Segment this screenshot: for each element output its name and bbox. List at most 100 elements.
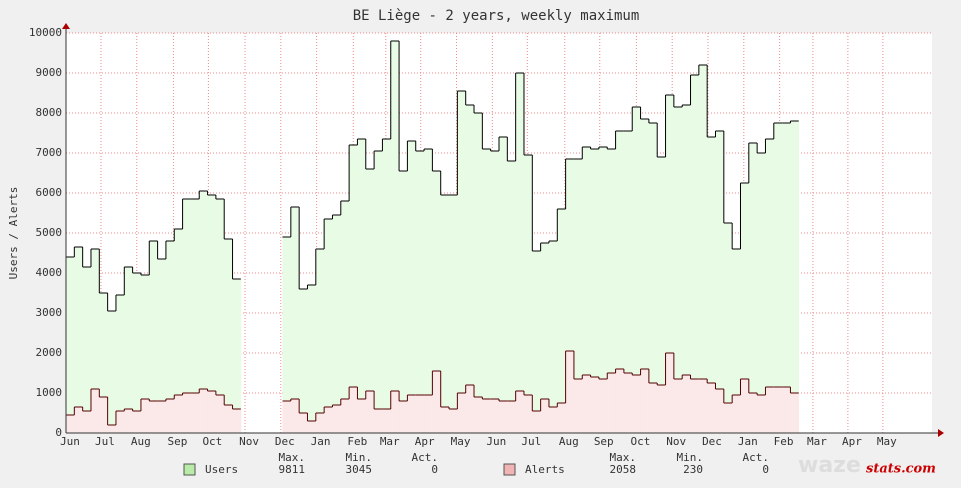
legend-label: Users	[205, 463, 238, 476]
area-step	[165, 241, 175, 433]
x-tick-label: Sep	[167, 435, 187, 448]
area-step	[90, 249, 100, 433]
area-step	[765, 139, 775, 433]
area-step	[573, 159, 583, 433]
area-step	[99, 293, 108, 433]
area-step	[232, 279, 242, 433]
area-step	[640, 369, 650, 433]
area-step	[632, 375, 641, 433]
area-step	[374, 409, 383, 433]
area-step	[515, 391, 525, 433]
area-step	[382, 139, 392, 433]
area-step	[440, 407, 450, 433]
x-tick-label: Apr	[842, 435, 862, 448]
area-step	[424, 149, 433, 433]
y-tick-label: 1000	[36, 386, 63, 399]
area-step	[565, 159, 575, 433]
area-step	[99, 397, 108, 433]
area-step	[66, 257, 75, 433]
area-step	[90, 389, 100, 433]
area-step	[698, 379, 708, 433]
x-tick-label: May	[451, 435, 471, 448]
y-tick-label: 10000	[29, 26, 62, 39]
x-tick-label: Jan	[311, 435, 331, 448]
y-arrow	[62, 23, 70, 29]
area-step	[748, 393, 758, 433]
area-step	[715, 389, 725, 433]
area-step	[124, 409, 133, 433]
x-tick-label: May	[877, 435, 897, 448]
area-step	[548, 407, 558, 433]
area-step	[324, 407, 333, 433]
area-step	[215, 395, 225, 433]
y-tick-label: 8000	[36, 106, 63, 119]
area-step	[115, 295, 125, 433]
area-step	[149, 401, 158, 433]
area-step	[224, 239, 233, 433]
x-tick-label: Dec	[702, 435, 722, 448]
area-step	[732, 249, 741, 433]
area-step	[424, 395, 433, 433]
area-step	[74, 407, 83, 433]
area-step	[782, 123, 791, 433]
area-step	[465, 385, 475, 433]
area-step	[648, 123, 658, 433]
legend-max: 2058	[610, 463, 637, 476]
y-tick-label: 3000	[36, 306, 63, 319]
area-step	[132, 273, 142, 433]
area-step	[432, 371, 442, 433]
legend-label: Alerts	[525, 463, 565, 476]
area-step	[757, 153, 766, 433]
area-step	[590, 149, 600, 433]
area-step	[773, 123, 783, 433]
area-step	[357, 399, 367, 433]
area-step	[357, 139, 367, 433]
area-step	[640, 119, 650, 433]
area-step	[340, 201, 350, 433]
area-step	[740, 379, 750, 433]
area-step	[598, 379, 608, 433]
x-tick-label: Aug	[559, 435, 579, 448]
legend-max: 9811	[279, 463, 306, 476]
area-step	[698, 65, 708, 433]
y-tick-label: 7000	[36, 146, 63, 159]
legend: Users Max. Min. Act. 9811 3045 0 Alerts Max. Min.…	[183, 451, 769, 476]
area-step	[157, 401, 167, 433]
area-step	[82, 411, 92, 433]
area-step	[582, 375, 591, 433]
legend-header: Max.	[279, 451, 306, 464]
area-step	[515, 73, 525, 433]
x-tick-label: Dec	[275, 435, 295, 448]
area-step	[499, 137, 508, 433]
legend-header: Min.	[346, 451, 373, 464]
area-step	[790, 393, 800, 433]
area-step	[107, 425, 117, 433]
area-step	[174, 395, 183, 433]
area-step	[149, 241, 158, 433]
area-step	[282, 401, 292, 433]
area-step	[207, 391, 217, 433]
area-step	[707, 137, 716, 433]
area-step	[573, 379, 583, 433]
area-step	[124, 267, 133, 433]
area-step	[307, 421, 317, 433]
area-step	[582, 147, 591, 433]
area-step	[507, 161, 516, 433]
area-step	[673, 379, 683, 433]
area-step	[332, 405, 342, 433]
area-step	[315, 249, 325, 433]
area-step	[407, 395, 417, 433]
area-step	[282, 237, 292, 433]
area-step	[607, 149, 616, 433]
area-step	[115, 411, 125, 433]
area-step	[349, 145, 358, 433]
x-tick-label: Oct	[630, 435, 650, 448]
area-step	[190, 199, 200, 433]
chart-title: BE Liège - 2 years, weekly maximum	[353, 8, 640, 24]
legend-act: 0	[431, 463, 438, 476]
logo-waze: waze	[798, 453, 861, 478]
area-step	[82, 267, 92, 433]
area-step	[399, 171, 408, 433]
area-step	[773, 387, 783, 433]
